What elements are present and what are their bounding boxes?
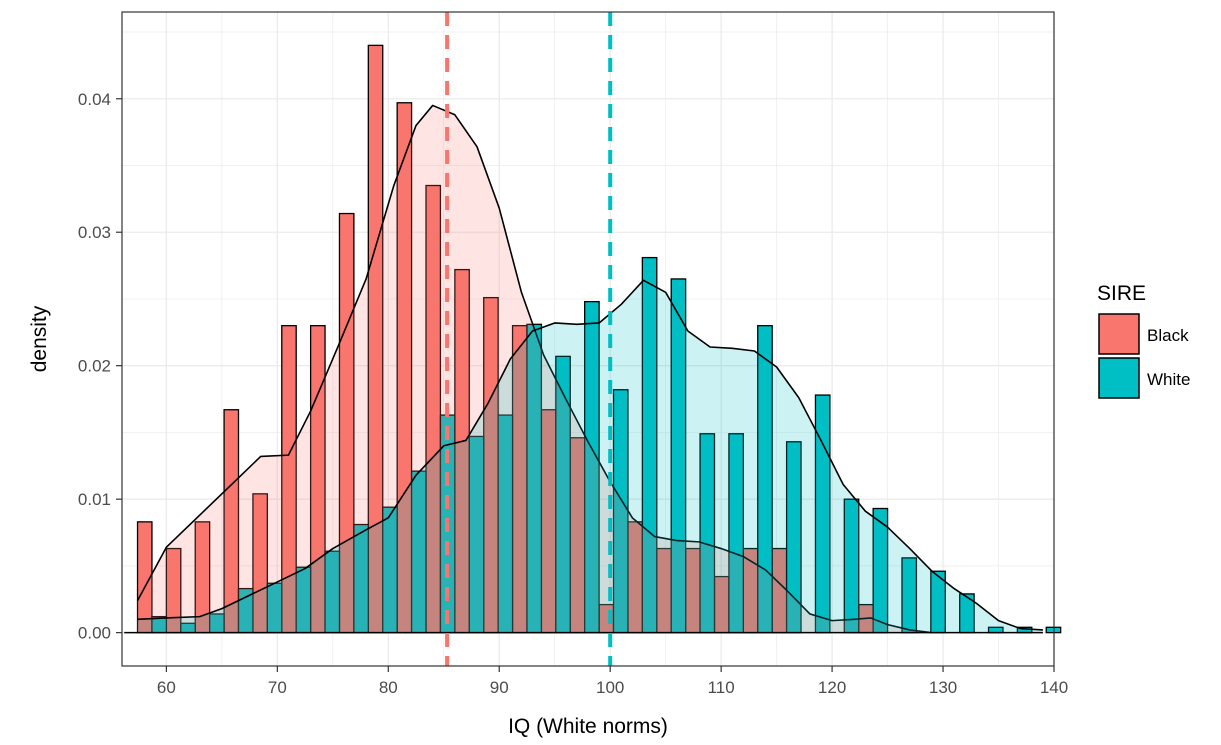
panel-border	[121, 11, 1055, 667]
density-fill-black	[137, 105, 932, 633]
legend-label-black: Black	[1147, 326, 1189, 345]
y-axis-ticks: 0.00 0.01 0.02 0.03 0.04	[78, 90, 122, 643]
density-curves	[124, 104, 1043, 634]
x-tick-label-130: 130	[929, 678, 957, 697]
y-tick-label-0.01: 0.01	[78, 490, 111, 509]
plot-panel	[121, 11, 1062, 667]
mean-lines	[445, 12, 613, 666]
legend-key-black	[1098, 313, 1140, 355]
y-tick-label-0.00: 0.00	[78, 624, 111, 643]
x-tick-label-100: 100	[596, 678, 624, 697]
x-axis-title: IQ (White norms)	[508, 715, 668, 738]
x-tick-label-60: 60	[157, 678, 176, 697]
y-axis-title: density	[28, 305, 51, 372]
x-axis-ticks: 60 70 80 90 100 110 120 130 140	[157, 666, 1068, 697]
y-tick-label-0.02: 0.02	[78, 357, 111, 376]
y-tick-label-0.04: 0.04	[78, 90, 111, 109]
legend-label-white: White	[1147, 370, 1190, 389]
x-tick-label-70: 70	[268, 678, 287, 697]
legend-key-white	[1098, 357, 1140, 399]
x-tick-label-120: 120	[818, 678, 846, 697]
x-tick-label-110: 110	[708, 678, 735, 697]
y-tick-label-0.03: 0.03	[78, 223, 111, 242]
x-tick-label-90: 90	[490, 678, 509, 697]
legend: SIRE Black White	[1097, 282, 1190, 399]
x-tick-label-140: 140	[1040, 678, 1068, 697]
legend-title: SIRE	[1097, 282, 1146, 305]
density-curve-black	[136, 104, 933, 634]
density-curve-white	[137, 279, 1043, 631]
x-tick-label-80: 80	[379, 678, 398, 697]
density-fill-white	[137, 280, 1043, 633]
